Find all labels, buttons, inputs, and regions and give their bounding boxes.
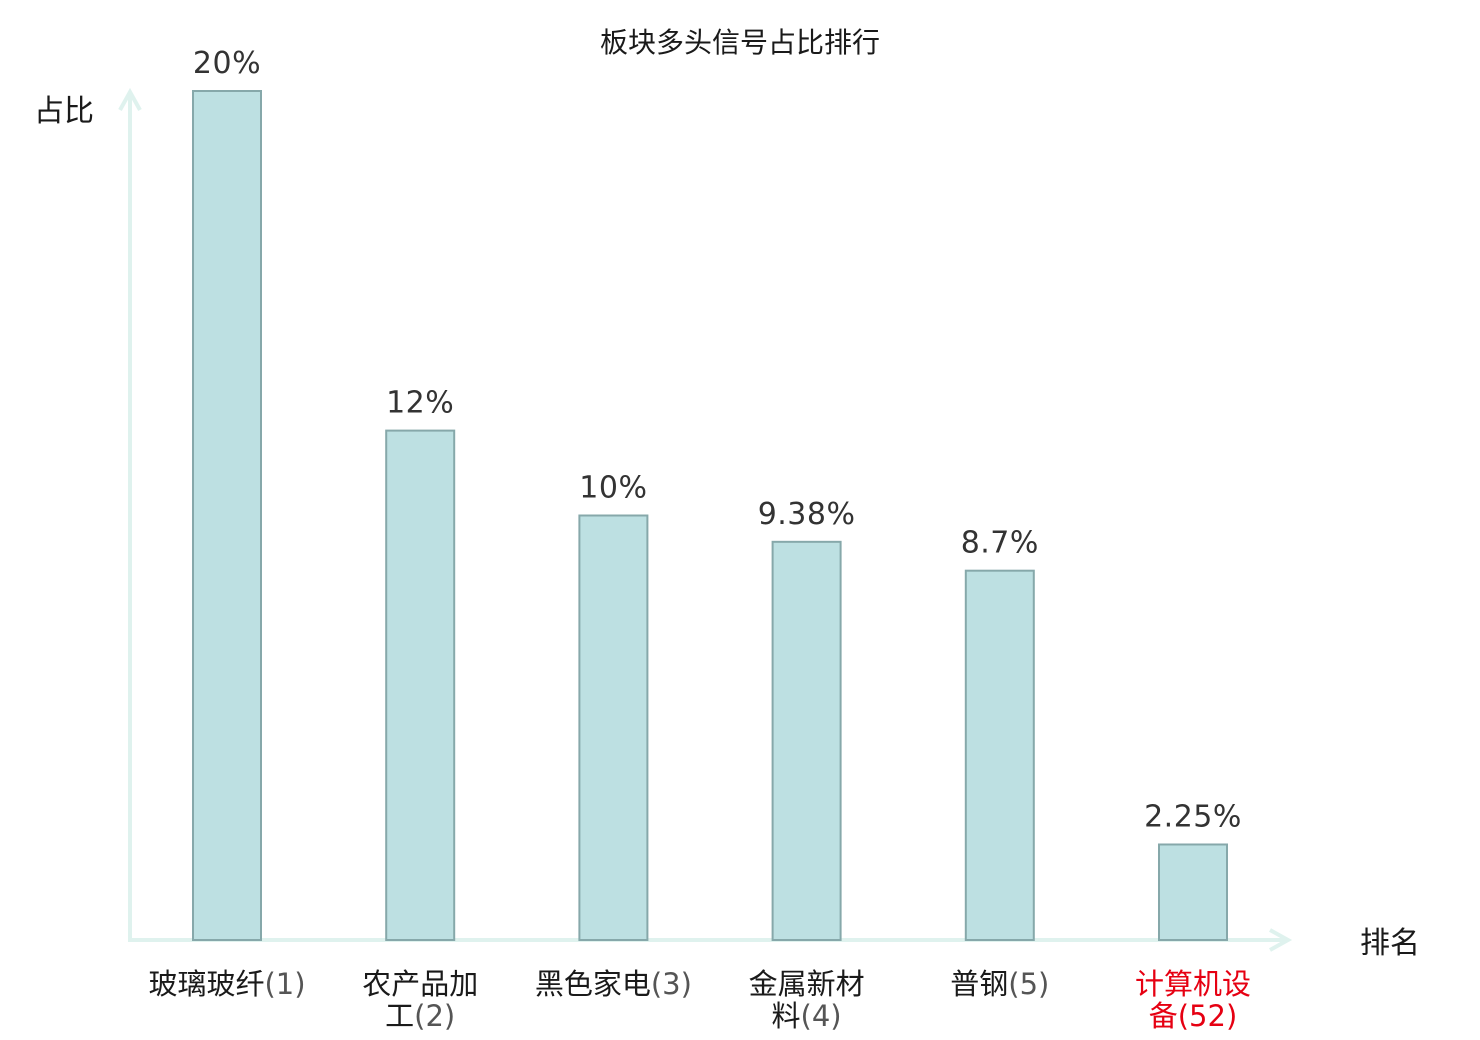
category-label-4: 金属新材料(4) bbox=[749, 967, 865, 1033]
bar-4 bbox=[771, 540, 842, 941]
value-label-6: 2.25% bbox=[1144, 799, 1242, 834]
category-label-3: 黑色家电(3) bbox=[535, 967, 692, 1001]
value-label-2: 12% bbox=[386, 386, 454, 421]
value-label-4: 9.38% bbox=[758, 497, 856, 532]
chart-title: 板块多头信号占比排行 bbox=[600, 26, 880, 59]
y-axis-title: 占比 bbox=[34, 94, 94, 129]
bar-5 bbox=[964, 569, 1035, 941]
category-label-6: 计算机设备(52) bbox=[1135, 967, 1251, 1033]
category-label-5: 普钢(5) bbox=[950, 967, 1049, 1001]
value-label-5: 8.7% bbox=[961, 526, 1039, 561]
x-axis bbox=[128, 928, 1293, 952]
x-axis-title: 排名 bbox=[1360, 926, 1420, 961]
category-label-1: 玻璃玻纤(1) bbox=[148, 967, 305, 1001]
category-labels-group: 玻璃玻纤(1) 农产品加工(2) 黑色家电(3) 金属新材料(4) 普钢(5) 计算机设备… bbox=[148, 967, 1251, 1033]
value-labels-group: 20% 12% 10% 9.38% 8.7% 2.25% bbox=[193, 46, 1242, 834]
bars-group bbox=[192, 90, 1228, 941]
bar-3 bbox=[578, 514, 649, 941]
bar-2 bbox=[385, 429, 456, 941]
y-axis bbox=[118, 87, 142, 940]
category-label-2: 农产品加工(2) bbox=[362, 967, 478, 1033]
value-label-3: 10% bbox=[579, 471, 647, 506]
bar-6 bbox=[1158, 843, 1228, 941]
bar-1 bbox=[192, 90, 262, 941]
value-label-1: 20% bbox=[193, 46, 261, 81]
